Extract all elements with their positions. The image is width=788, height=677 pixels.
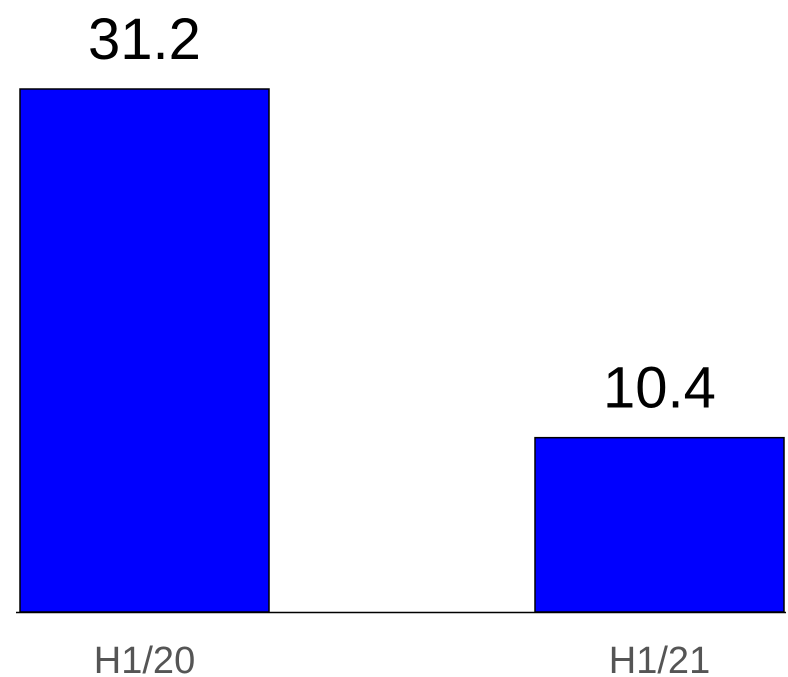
bar-h1-21	[534, 436, 785, 613]
data-label-h1-21: 10.4	[603, 356, 716, 421]
x-tick-label-h1-21: H1/21	[609, 640, 710, 677]
bars-layer	[19, 88, 785, 613]
x-tick-label-h1-20: H1/20	[94, 640, 195, 677]
data-label-h1-20: 31.2	[88, 7, 201, 72]
labels-layer: 31.2 H1/20 10.4 H1/21	[88, 7, 716, 677]
bar-h1-20	[19, 88, 270, 613]
